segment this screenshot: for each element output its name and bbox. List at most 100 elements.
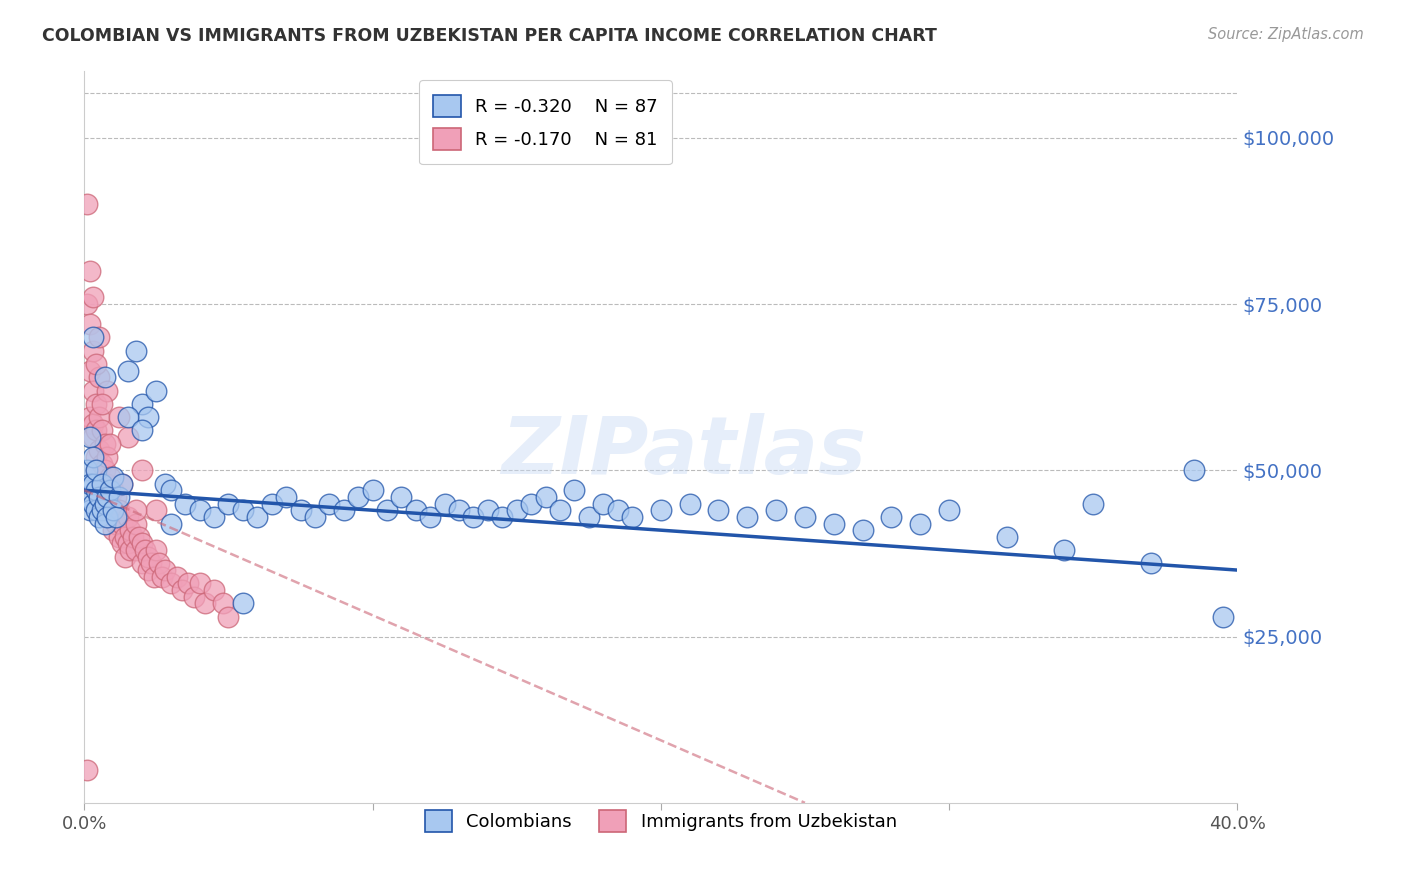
- Point: [172, 582, 194, 597]
- Point: [82, 430, 104, 444]
- Point: [246, 509, 269, 524]
- Point: [145, 384, 167, 398]
- Point: [79, 317, 101, 331]
- Point: [117, 363, 139, 377]
- Point: [188, 503, 211, 517]
- Point: [477, 503, 499, 517]
- Point: [111, 536, 134, 550]
- Point: [82, 384, 104, 398]
- Point: [260, 497, 283, 511]
- Point: [96, 450, 118, 464]
- Point: [125, 503, 148, 517]
- Point: [218, 497, 240, 511]
- Point: [375, 503, 398, 517]
- Point: [93, 370, 115, 384]
- Point: [880, 509, 903, 524]
- Point: [103, 483, 124, 498]
- Text: COLOMBIAN VS IMMIGRANTS FROM UZBEKISTAN PER CAPITA INCOME CORRELATION CHART: COLOMBIAN VS IMMIGRANTS FROM UZBEKISTAN …: [42, 27, 936, 45]
- Point: [852, 523, 875, 537]
- Point: [98, 483, 121, 498]
- Point: [82, 476, 104, 491]
- Point: [96, 509, 118, 524]
- Point: [84, 424, 107, 438]
- Point: [84, 463, 107, 477]
- Point: [177, 576, 200, 591]
- Point: [90, 424, 112, 438]
- Point: [90, 503, 112, 517]
- Point: [120, 523, 142, 537]
- Point: [125, 343, 148, 358]
- Point: [333, 503, 356, 517]
- Point: [98, 436, 121, 450]
- Point: [548, 503, 571, 517]
- Point: [910, 516, 932, 531]
- Point: [183, 590, 205, 604]
- Point: [105, 509, 128, 524]
- Point: [202, 582, 225, 597]
- Point: [96, 503, 118, 517]
- Point: [520, 497, 543, 511]
- Point: [87, 330, 110, 344]
- Point: [76, 197, 98, 211]
- Point: [103, 523, 124, 537]
- Point: [108, 530, 131, 544]
- Point: [405, 503, 427, 517]
- Point: [82, 450, 104, 464]
- Point: [84, 463, 107, 477]
- Point: [82, 290, 104, 304]
- Point: [202, 509, 225, 524]
- Point: [93, 516, 115, 531]
- Point: [1053, 543, 1076, 558]
- Point: [120, 543, 142, 558]
- Point: [84, 357, 107, 371]
- Text: ZIPatlas: ZIPatlas: [502, 413, 866, 491]
- Point: [105, 490, 128, 504]
- Point: [96, 476, 118, 491]
- Point: [463, 509, 485, 524]
- Point: [103, 503, 124, 517]
- Point: [534, 490, 557, 504]
- Point: [76, 763, 98, 777]
- Point: [564, 483, 586, 498]
- Point: [108, 410, 131, 425]
- Point: [103, 470, 124, 484]
- Point: [211, 596, 233, 610]
- Point: [122, 530, 145, 544]
- Point: [87, 443, 110, 458]
- Point: [93, 436, 115, 450]
- Point: [108, 503, 131, 517]
- Point: [136, 549, 159, 564]
- Point: [160, 483, 183, 498]
- Point: [449, 503, 471, 517]
- Point: [111, 516, 134, 531]
- Point: [148, 557, 170, 571]
- Point: [128, 530, 150, 544]
- Point: [131, 463, 153, 477]
- Point: [290, 503, 312, 517]
- Point: [117, 410, 139, 425]
- Point: [506, 503, 529, 517]
- Point: [188, 576, 211, 591]
- Point: [98, 497, 121, 511]
- Point: [153, 563, 176, 577]
- Point: [160, 576, 183, 591]
- Point: [90, 476, 112, 491]
- Point: [111, 476, 134, 491]
- Point: [621, 509, 644, 524]
- Text: Source: ZipAtlas.com: Source: ZipAtlas.com: [1208, 27, 1364, 42]
- Point: [79, 410, 101, 425]
- Point: [87, 370, 110, 384]
- Point: [139, 557, 162, 571]
- Point: [232, 503, 254, 517]
- Point: [938, 503, 960, 517]
- Point: [79, 363, 101, 377]
- Point: [136, 410, 159, 425]
- Point: [96, 490, 118, 504]
- Point: [125, 543, 148, 558]
- Point: [96, 384, 118, 398]
- Point: [87, 410, 110, 425]
- Point: [737, 509, 759, 524]
- Point: [90, 397, 112, 411]
- Point: [650, 503, 672, 517]
- Point: [304, 509, 326, 524]
